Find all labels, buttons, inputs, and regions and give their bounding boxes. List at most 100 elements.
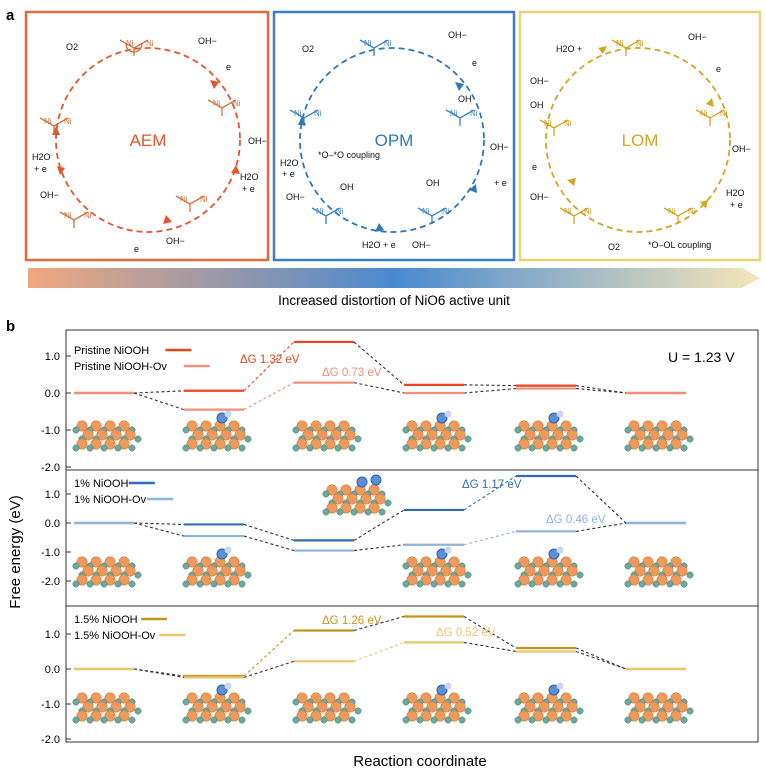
y-tick-label: -2.0 (41, 462, 60, 474)
y-tick-label: 1.0 (45, 351, 60, 363)
lom-ni-clusters: Ni Ni Ni Ni Ni Ni Ni Ni Ni Ni (539, 39, 728, 224)
slab-model (402, 410, 472, 452)
slab-model (402, 546, 472, 588)
slab-model (514, 682, 584, 724)
y-tick-label: -1.0 (41, 699, 60, 711)
opm-coupling: *O–*O coupling (318, 150, 380, 160)
svg-text:Ni: Ni (213, 99, 221, 108)
subplot-1pct: 1.0 0.0 -1.0 -2.0 1% NiOOH 1% NiOOH-Ov ΔG 1.17… (41, 474, 686, 588)
y-tick-label: -1.0 (41, 547, 60, 559)
aem-h2o-2: H2O (32, 152, 51, 162)
svg-text:Ni: Ni (470, 109, 478, 118)
aem-pe-2: + e (34, 164, 47, 174)
connector-line (133, 390, 185, 394)
svg-text:Ni: Ni (584, 207, 592, 216)
svg-text:Ni: Ni (688, 207, 696, 216)
slab-model (624, 556, 694, 588)
svg-text:Ni: Ni (564, 119, 572, 128)
distortion-gradient-arrow (28, 268, 760, 288)
connector-line (133, 668, 185, 678)
y-tick-label: 0.0 (45, 664, 60, 676)
slab-model (182, 682, 252, 724)
connector-line (463, 475, 517, 511)
svg-text:Ni: Ni (294, 109, 302, 118)
y-tick-label: 1.0 (45, 489, 60, 501)
svg-text:Ni: Ni (64, 211, 72, 220)
svg-text:Ni: Ni (700, 109, 708, 118)
lom-oh-5: OH− (530, 192, 549, 202)
svg-text:Ni: Ni (336, 207, 344, 216)
legend-entry: Pristine NiOOH (74, 345, 149, 357)
potential-label: U = 1.23 V (668, 349, 735, 365)
y-tick-label: 1.0 (45, 629, 60, 641)
svg-text:Ni: Ni (422, 207, 430, 216)
connector-line (353, 382, 405, 394)
aem-annotations: O2 OH− e OH− H2O + e OH− e H2O + e OH− (32, 36, 267, 254)
slab-model (514, 410, 584, 452)
legend-entry: 1% NiOOH-Ov (74, 494, 147, 506)
slab-model (402, 682, 472, 724)
delta-g-annotation: ΔG 1.26 eV (322, 615, 382, 627)
aem-oh-3: OH− (166, 236, 185, 246)
lom-oh-2: OH− (688, 32, 707, 42)
slab-model (182, 410, 252, 452)
surface-slab-models (72, 410, 694, 724)
svg-text:Ni: Ni (180, 195, 188, 204)
opm-h2o-2: H2O + e (362, 240, 396, 250)
svg-text:Ni: Ni (668, 207, 676, 216)
connector-line (463, 530, 517, 546)
aem-panel: AEM O2 OH− e OH− H2O + e OH− e H2O + e O… (24, 10, 270, 262)
slab-model (514, 546, 584, 588)
lom-h2o-1: H2O + (556, 44, 582, 54)
opm-annotations: O2 OH− e OH OH− + e H2O + e OH− H2O + e … (280, 30, 509, 250)
connector-line (133, 392, 185, 411)
connector-line (575, 388, 627, 394)
svg-text:Ni: Ni (233, 99, 241, 108)
opm-oh-4: OH− (286, 192, 305, 202)
lom-oh-3: OH (530, 100, 544, 110)
opm-o2: O2 (302, 44, 314, 54)
delta-g-annotation: ΔG 0.73 eV (322, 367, 382, 379)
delta-g-annotation: ΔG 1.17 eV (462, 479, 522, 491)
svg-text:Ni: Ni (44, 117, 52, 126)
connector-line (353, 509, 405, 541)
panel-b-label: b (6, 318, 15, 335)
svg-text:Ni: Ni (64, 117, 72, 126)
slab-model (72, 692, 142, 724)
legend-entry: 1.5% NiOOH (74, 614, 138, 626)
svg-text:Ni: Ni (564, 207, 572, 216)
opm-oh-1: OH− (448, 30, 467, 40)
opm-h2o-1: H2O (280, 158, 299, 168)
svg-text:Ni: Ni (364, 39, 372, 48)
opm-oh-3: OH− (490, 142, 509, 152)
gradient-label: Increased distortion of NiO6 active unit (278, 293, 510, 308)
lom-annotations: H2O + OH− OH− e OH OH− H2O + e OH− e O2 … (530, 32, 751, 252)
slab-model (624, 692, 694, 724)
connector-line (575, 647, 627, 670)
subplot-pristine: 1.0 0.0 -1.0 -2.0 Pristine NiOOH Pristine NiO… (41, 340, 686, 474)
connector-line (575, 522, 627, 532)
lom-o2: O2 (608, 242, 620, 252)
legend-entry: Pristine NiOOH-Ov (74, 361, 167, 373)
aem-e-2: e (134, 244, 139, 254)
y-tick-label: 0.0 (45, 388, 60, 400)
opm-label: OPM (375, 131, 414, 150)
y-tick-label: -2.0 (41, 734, 60, 746)
aem-pe-1: + e (242, 184, 255, 194)
svg-text:Ni: Ni (544, 119, 552, 128)
connector-line (243, 630, 295, 677)
opm-ni-clusters: Ni Ni Ni Ni Ni Ni Ni Ni Ni Ni (289, 39, 478, 224)
lom-oh-4: OH− (732, 144, 751, 154)
svg-text:Ni: Ni (384, 39, 392, 48)
connector-line (133, 522, 185, 537)
connector-line (133, 522, 185, 525)
aem-e-1: e (226, 62, 231, 72)
delta-g-annotation: ΔG 0.52 eV (436, 627, 496, 639)
aem-h2o-1: H2O (240, 172, 259, 182)
connector-line (243, 382, 295, 411)
delta-g-annotation: ΔG 0.46 eV (546, 514, 606, 526)
connector-line (243, 660, 295, 678)
y-tick-label: 0.0 (45, 518, 60, 530)
slab-model (322, 474, 392, 516)
aem-oh-1: OH− (198, 36, 217, 46)
